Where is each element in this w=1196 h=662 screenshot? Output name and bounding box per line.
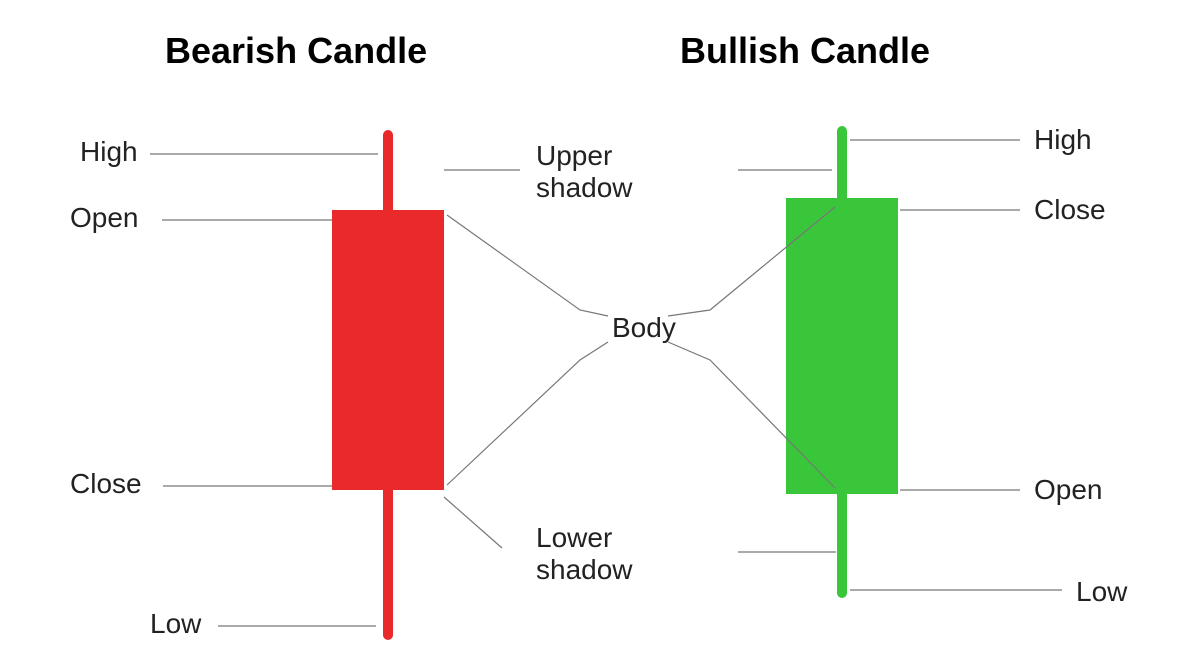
- bearish-low-label: Low: [150, 608, 201, 640]
- bearish-body: [332, 210, 444, 490]
- bullish-open-label: Open: [1034, 474, 1103, 506]
- lower-shadow-label: Lower shadow: [536, 522, 633, 586]
- bullish-body: [786, 198, 898, 494]
- bearish-title: Bearish Candle: [165, 30, 427, 72]
- bullish-title: Bullish Candle: [680, 30, 930, 72]
- candlestick-diagram: { "canvas": { "width": 1196, "height": 6…: [0, 0, 1196, 662]
- bearish-high-label: High: [80, 136, 138, 168]
- bearish-open-label: Open: [70, 202, 139, 234]
- bullish-low-label: Low: [1076, 576, 1127, 608]
- bullish-high-label: High: [1034, 124, 1092, 156]
- bearish-close-label: Close: [70, 468, 142, 500]
- bullish-close-label: Close: [1034, 194, 1106, 226]
- upper-shadow-label: Upper shadow: [536, 140, 633, 204]
- body-label: Body: [612, 312, 676, 344]
